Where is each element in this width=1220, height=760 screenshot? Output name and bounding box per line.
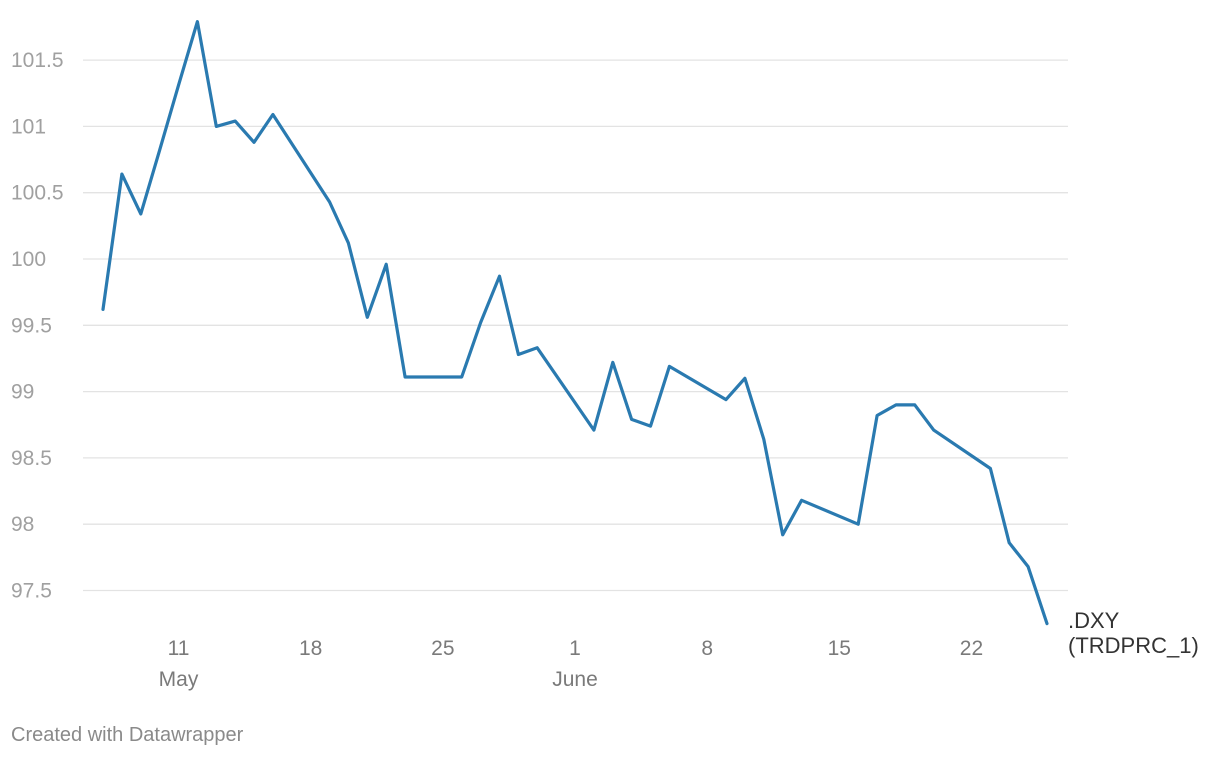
data-point — [913, 403, 917, 407]
data-point — [743, 376, 747, 380]
data-point — [667, 364, 671, 368]
data-point — [875, 414, 879, 418]
data-point — [101, 307, 105, 311]
data-point — [479, 321, 483, 325]
data-point — [649, 424, 653, 428]
x-tick-label: 8 — [701, 637, 713, 660]
data-point — [762, 437, 766, 441]
series-label: .DXY — [1068, 608, 1120, 633]
data-point — [271, 113, 275, 117]
x-tick-label: 18 — [299, 637, 322, 660]
series-labels: .DXY(TRDPRC_1) — [1068, 608, 1199, 658]
data-point — [1007, 541, 1011, 545]
data-point — [1045, 622, 1049, 626]
data-point — [460, 375, 464, 379]
data-point — [120, 172, 124, 176]
data-point — [781, 533, 785, 537]
data-point — [800, 498, 804, 502]
x-month-label: June — [552, 668, 598, 691]
data-point — [1026, 565, 1030, 569]
x-tick-label: 11 — [168, 637, 190, 660]
data-point — [932, 428, 936, 432]
series-label: (TRDPRC_1) — [1068, 633, 1199, 658]
y-tick-label: 99 — [11, 381, 34, 404]
y-tick-label: 98.5 — [11, 447, 52, 470]
data-point — [177, 83, 181, 87]
y-axis-ticks: 97.5 98 98.5 99 99.5 100 100.5 101 101.5 — [11, 49, 64, 602]
x-tick-label: 15 — [828, 637, 851, 660]
data-point — [516, 353, 520, 357]
data-point — [988, 467, 992, 471]
data-point — [630, 417, 634, 421]
series-layer — [101, 20, 1049, 626]
data-point — [403, 375, 407, 379]
x-month-label: May — [159, 668, 199, 691]
data-point — [328, 200, 332, 204]
datawrapper-credit: Created with Datawrapper — [11, 724, 244, 746]
y-tick-label: 101.5 — [11, 49, 64, 72]
y-tick-label: 100.5 — [11, 182, 64, 205]
y-tick-label: 97.5 — [11, 580, 52, 603]
x-tick-label: 1 — [569, 637, 581, 660]
data-point — [346, 241, 350, 245]
data-point — [384, 262, 388, 266]
y-tick-label: 101 — [11, 115, 46, 138]
data-point — [158, 148, 162, 152]
y-tick-label: 98 — [11, 513, 34, 536]
data-point — [139, 212, 143, 216]
series-line — [101, 20, 1049, 626]
data-point — [592, 428, 596, 432]
data-point — [214, 124, 218, 128]
data-point — [252, 140, 256, 144]
x-axis-ticks: 11 May 18 25 1 June 8 15 22 — [159, 637, 983, 691]
data-point — [233, 119, 237, 123]
x-tick-label: 22 — [960, 637, 983, 660]
data-point — [856, 522, 860, 526]
data-point — [195, 20, 199, 24]
y-tick-label: 99.5 — [11, 314, 52, 337]
data-point — [894, 403, 898, 407]
x-tick-label: 25 — [431, 637, 454, 660]
gridlines — [83, 59, 1068, 592]
data-point — [724, 398, 728, 402]
data-point — [535, 346, 539, 350]
data-point — [498, 274, 502, 278]
data-point — [365, 315, 369, 319]
y-tick-label: 100 — [11, 248, 46, 271]
data-point — [611, 360, 615, 364]
